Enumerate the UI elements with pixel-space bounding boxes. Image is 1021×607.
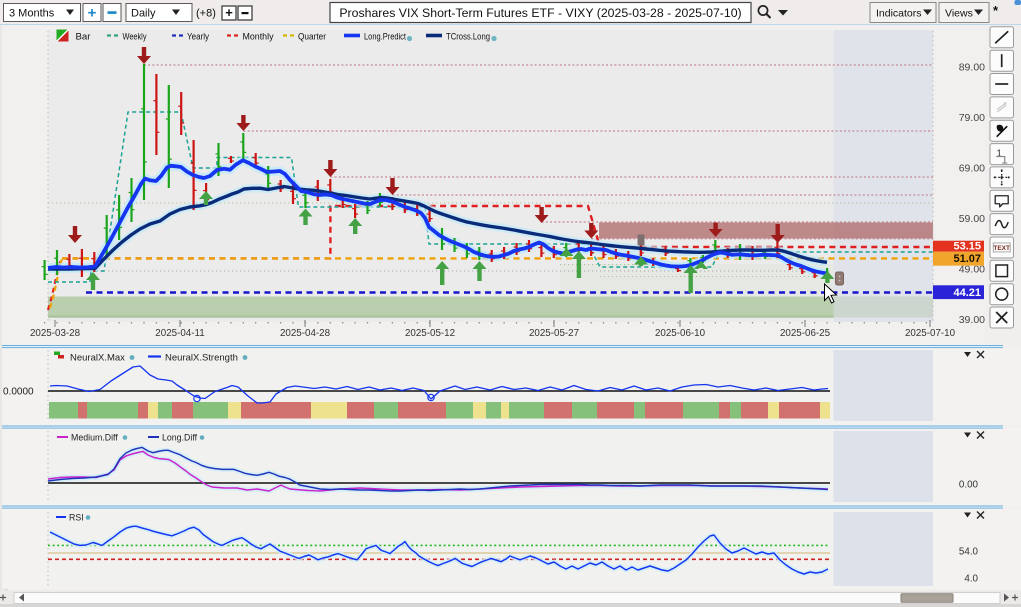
svg-text:Bar: Bar xyxy=(76,32,92,43)
svg-text:Proshares VIX Short-Term Futur: Proshares VIX Short-Term Futures ETF - V… xyxy=(339,6,741,20)
svg-text:53.15: 53.15 xyxy=(953,241,981,253)
svg-text:NeuralX.Max: NeuralX.Max xyxy=(70,353,125,364)
svg-text:54.0: 54.0 xyxy=(959,547,979,558)
svg-text:49.00: 49.00 xyxy=(959,263,985,275)
svg-text:79.00: 79.00 xyxy=(959,112,985,124)
svg-text:(+8): (+8) xyxy=(196,8,216,20)
svg-text:51.07: 51.07 xyxy=(953,253,981,265)
svg-text:3 Months: 3 Months xyxy=(9,8,55,20)
svg-text:0.0000: 0.0000 xyxy=(3,387,34,398)
svg-text:2025-03-28: 2025-03-28 xyxy=(30,328,81,339)
svg-text:TEXT: TEXT xyxy=(993,245,1010,252)
svg-text:59.00: 59.00 xyxy=(959,213,985,225)
svg-text:69.00: 69.00 xyxy=(959,163,985,175)
svg-text:Quarter: Quarter xyxy=(298,32,327,43)
svg-text:RSI: RSI xyxy=(69,513,84,523)
svg-text:0.00: 0.00 xyxy=(959,480,979,491)
svg-text:2025-05-12: 2025-05-12 xyxy=(405,328,455,339)
svg-text:2025-04-28: 2025-04-28 xyxy=(280,328,331,339)
svg-text:39.00: 39.00 xyxy=(959,314,985,326)
svg-text:89.00: 89.00 xyxy=(959,62,985,74)
svg-text:*: * xyxy=(993,3,999,18)
svg-text:+: + xyxy=(88,5,97,22)
svg-text:+: + xyxy=(225,5,233,20)
svg-text:4.0: 4.0 xyxy=(964,574,978,585)
svg-text:2025-05-27: 2025-05-27 xyxy=(529,328,579,339)
svg-text:2025-04-11: 2025-04-11 xyxy=(155,328,204,339)
svg-text:Long.Predict: Long.Predict xyxy=(364,32,406,43)
svg-text:1: 1 xyxy=(996,149,1002,160)
svg-text:NeuralX.Strength: NeuralX.Strength xyxy=(165,353,238,364)
svg-text:Daily: Daily xyxy=(131,8,156,20)
svg-text:Long.Diff: Long.Diff xyxy=(162,433,198,443)
svg-text:Monthly: Monthly xyxy=(243,32,274,43)
svg-text:TCross.Long: TCross.Long xyxy=(446,32,490,43)
svg-text:Indicators: Indicators xyxy=(876,8,922,20)
svg-text:Weekly: Weekly xyxy=(123,32,147,43)
svg-text:2025-06-10: 2025-06-10 xyxy=(655,328,706,339)
svg-text:Medium.Diff: Medium.Diff xyxy=(71,433,118,443)
svg-text:Yearly: Yearly xyxy=(187,32,209,43)
svg-text:Views: Views xyxy=(945,8,973,20)
svg-text:2025-06-25: 2025-06-25 xyxy=(780,328,831,339)
svg-text:2025-07-10: 2025-07-10 xyxy=(905,328,956,339)
svg-text:44.21: 44.21 xyxy=(953,287,981,299)
